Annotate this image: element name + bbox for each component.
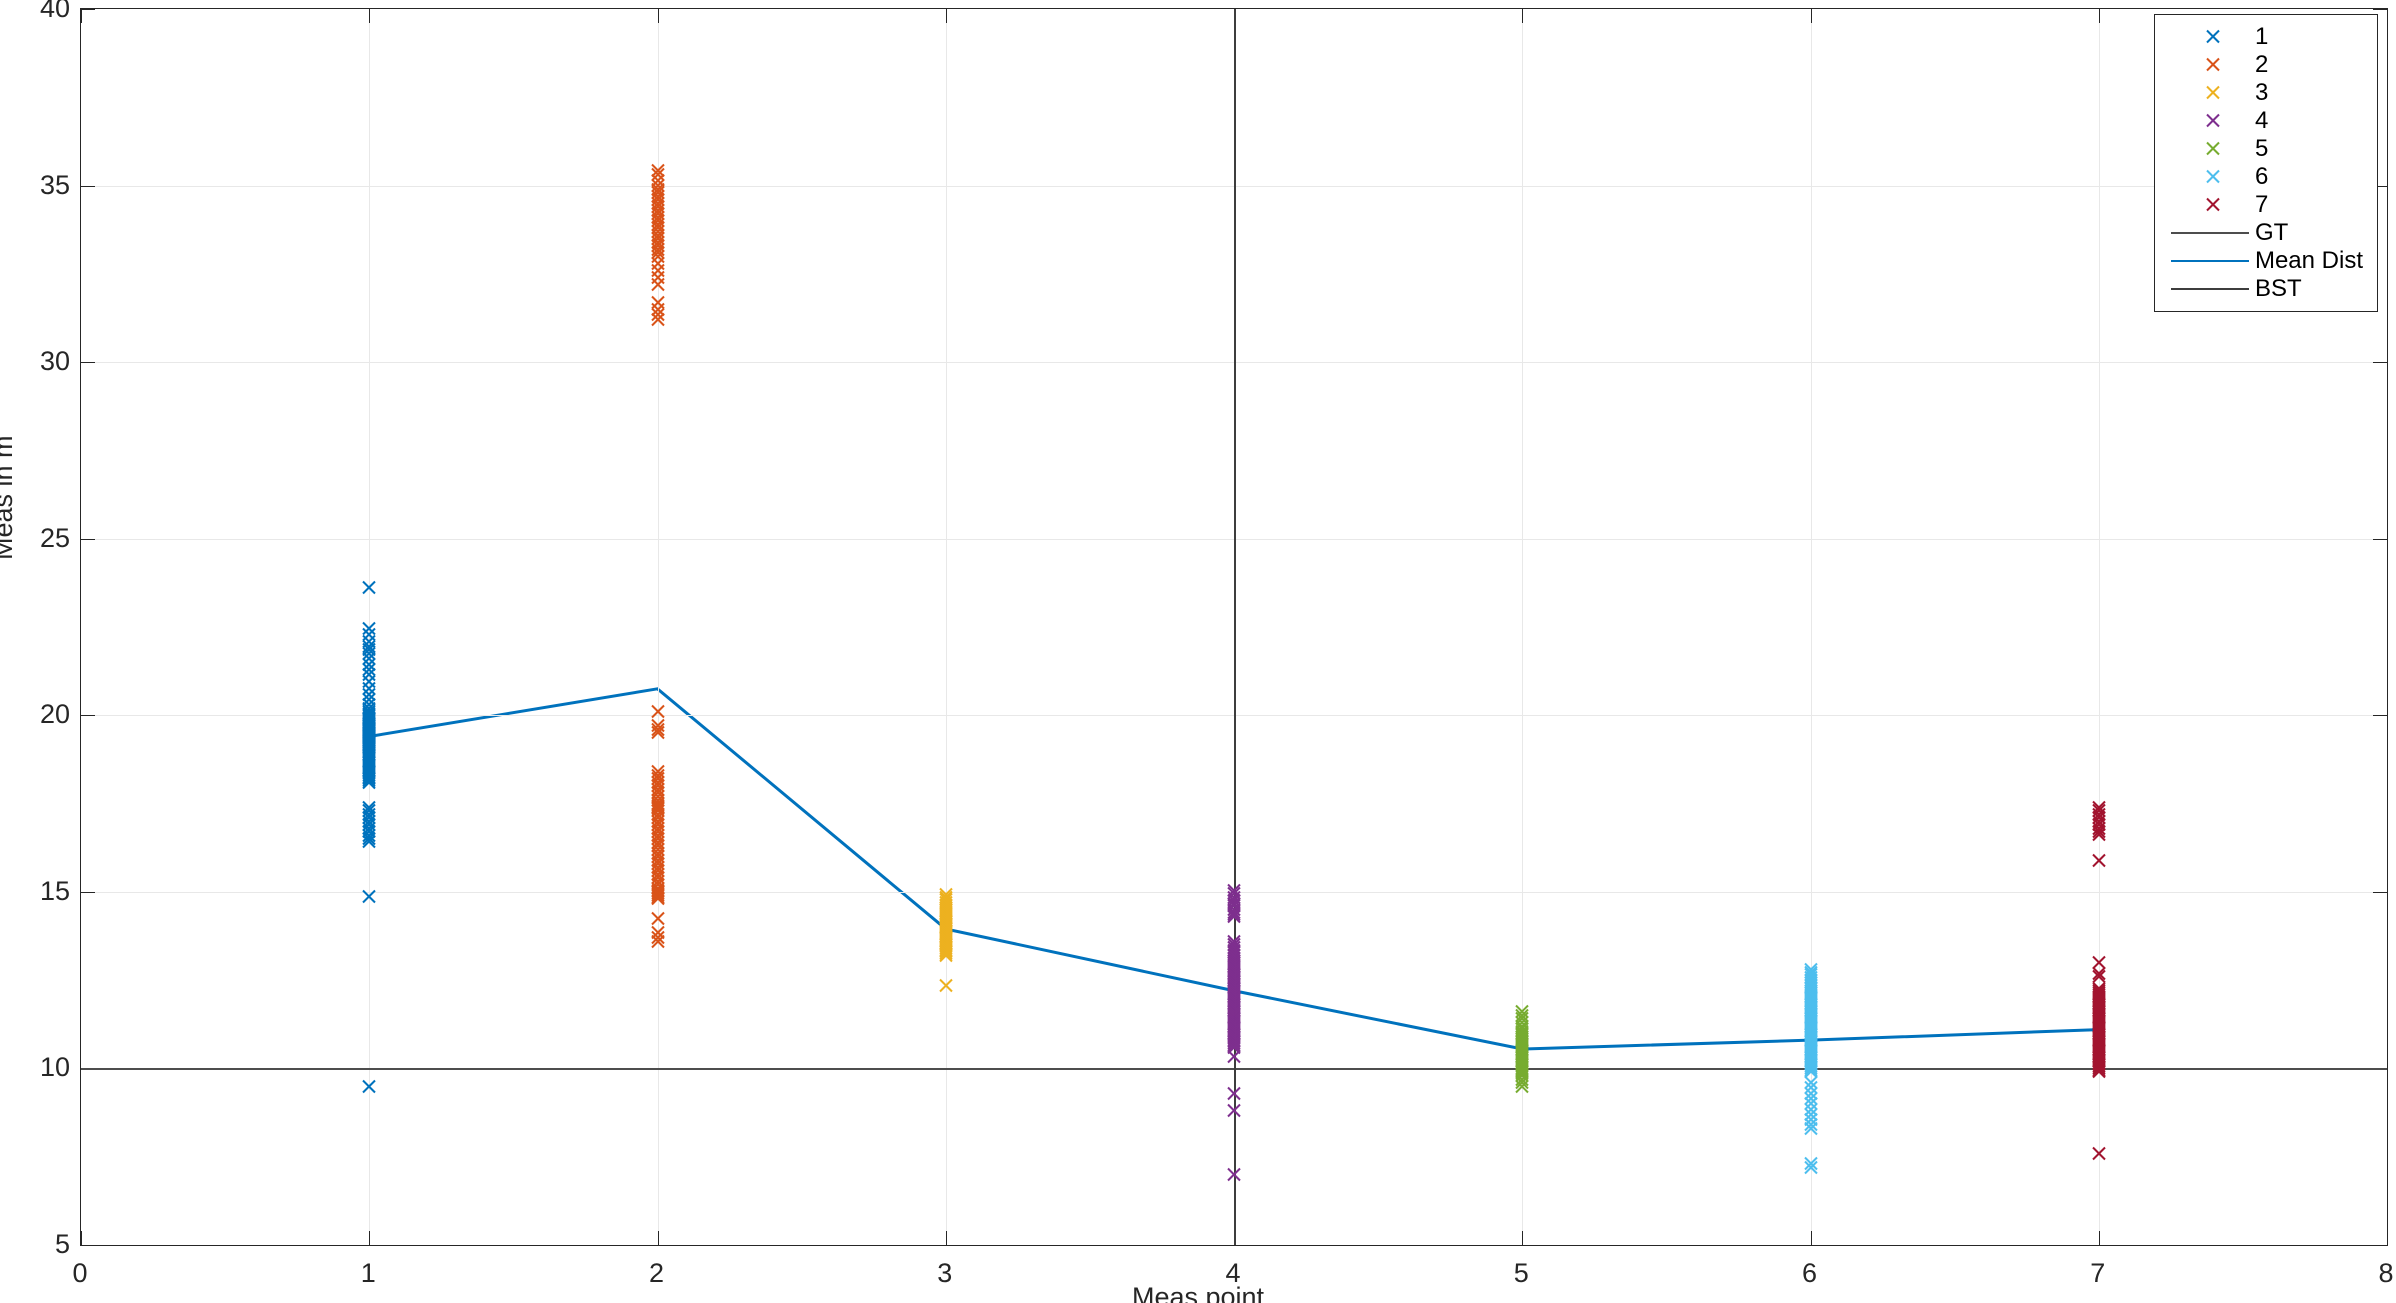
legend-label: 2 [2254, 51, 2269, 78]
legend-line-icon [2170, 288, 2249, 290]
y-axis-tick [2373, 1245, 2387, 1246]
x-axis-tick [945, 9, 947, 23]
y-axis-tick [81, 1245, 95, 1246]
x-axis-tick [1810, 1231, 1812, 1245]
legend-label: GT [2254, 219, 2289, 246]
legend-label: 5 [2254, 135, 2269, 162]
gridline-vertical [369, 9, 371, 1245]
legend-label: 7 [2254, 191, 2269, 218]
y-axis-tick [2373, 891, 2387, 893]
x-axis-tick-label: 7 [2090, 1258, 2106, 1288]
gridline-vertical [2098, 9, 2100, 1245]
legend-label: 1 [2254, 23, 2269, 50]
legend-line-icon [2170, 260, 2249, 262]
x-axis-tick [1810, 9, 1812, 23]
y-axis-tick-label: 20 [39, 699, 70, 730]
legend-label: Mean Dist [2254, 247, 2363, 274]
gridline-vertical [945, 9, 947, 1245]
x-axis-tick-label: 6 [1801, 1258, 1818, 1288]
y-axis-tick [81, 538, 95, 540]
legend-marker-icon [2205, 112, 2222, 129]
x-axis-tick-label: 8 [2378, 1258, 2394, 1288]
y-axis-tick-label: 30 [39, 346, 70, 377]
x-axis-tick [2387, 1231, 2388, 1245]
gridline-vertical [1810, 9, 1812, 1245]
legend-item-7[interactable]: 7 [2165, 191, 2363, 219]
y-axis-tick-label: 15 [39, 875, 70, 906]
plot-area [80, 8, 2388, 1246]
x-axis-tick [81, 9, 82, 23]
legend-marker-icon [2205, 84, 2222, 101]
y-axis-tick [81, 185, 95, 187]
legend-marker-icon [2205, 196, 2222, 213]
x-axis-tick [1522, 9, 1524, 23]
x-axis-tick-label: 5 [1513, 1258, 1529, 1288]
x-axis-tick-label: 2 [648, 1258, 665, 1288]
legend-label: 4 [2254, 107, 2269, 134]
legend-marker-icon [2205, 56, 2222, 73]
chart-legend: 1 2 3 4 5 6 7 GT Mean Dist BST [2153, 14, 2378, 312]
y-axis-tick [2373, 715, 2387, 717]
gridline-vertical [1522, 9, 1524, 1245]
x-axis-tick [81, 1231, 82, 1245]
y-axis-tick-label: 40 [39, 0, 70, 23]
gridline-vertical [657, 9, 659, 1245]
legend-line-icon [2170, 232, 2249, 234]
legend-marker-icon [2205, 28, 2222, 45]
y-axis-tick-label: 5 [54, 1229, 70, 1259]
x-axis-tick [2098, 9, 2100, 23]
y-axis-tick [2373, 362, 2387, 364]
x-axis-tick [2387, 9, 2388, 23]
legend-item-bst[interactable]: BST [2165, 275, 2363, 303]
y-axis-tick [81, 891, 95, 893]
y-axis-tick [2373, 538, 2387, 540]
x-axis-title: Meas point [1131, 1282, 1265, 1303]
legend-item-1[interactable]: 1 [2165, 23, 2363, 51]
legend-item-gt[interactable]: GT [2165, 219, 2363, 247]
y-axis-tick [81, 9, 95, 10]
legend-item-4[interactable]: 4 [2165, 107, 2363, 135]
y-axis-tick-label: 35 [39, 169, 70, 200]
legend-item-mean-dist[interactable]: Mean Dist [2165, 247, 2363, 275]
y-axis-tick [81, 362, 95, 364]
legend-item-3[interactable]: 3 [2165, 79, 2363, 107]
y-axis-tick-label: 25 [39, 522, 70, 553]
y-axis-tick [2373, 185, 2387, 187]
x-axis-tick [657, 1231, 659, 1245]
legend-label: 6 [2254, 163, 2269, 190]
x-axis-tick-label: 3 [937, 1258, 953, 1288]
legend-marker-icon [2205, 168, 2222, 185]
x-axis-tick-label: 4 [1225, 1258, 1241, 1288]
legend-item-2[interactable]: 2 [2165, 51, 2363, 79]
x-axis-tick [1522, 1231, 1524, 1245]
y-axis-tick-label: 10 [39, 1052, 70, 1083]
x-axis-tick [369, 9, 371, 23]
x-axis-tick [2098, 1231, 2100, 1245]
x-axis-tick [369, 1231, 371, 1245]
x-axis-tick-label: 0 [72, 1258, 88, 1288]
legend-label: 3 [2254, 79, 2269, 106]
reference-line-bst [1234, 9, 1236, 1245]
legend-item-5[interactable]: 5 [2165, 135, 2363, 163]
x-axis-tick-label: 1 [360, 1258, 376, 1288]
legend-item-6[interactable]: 6 [2165, 163, 2363, 191]
y-axis-tick [81, 715, 95, 717]
legend-marker-icon [2205, 140, 2222, 157]
x-axis-tick [945, 1231, 947, 1245]
x-axis-tick [657, 9, 659, 23]
y-axis-tick [2373, 9, 2387, 10]
legend-label: BST [2254, 275, 2302, 302]
